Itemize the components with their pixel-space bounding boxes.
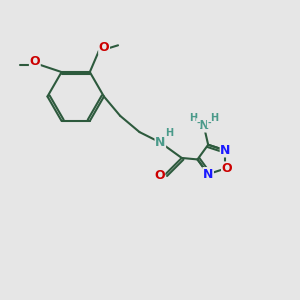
Text: O: O	[29, 55, 40, 68]
Text: N: N	[203, 168, 213, 181]
Text: N: N	[155, 136, 166, 149]
Text: N: N	[220, 144, 231, 157]
Text: N: N	[199, 119, 209, 132]
Text: H: H	[210, 113, 218, 123]
Text: -: -	[196, 118, 200, 127]
Text: H: H	[165, 128, 173, 138]
Text: O: O	[154, 169, 165, 182]
Text: -: -	[207, 118, 211, 127]
Text: H: H	[189, 113, 197, 123]
Text: O: O	[222, 162, 232, 175]
Text: O: O	[99, 41, 110, 54]
